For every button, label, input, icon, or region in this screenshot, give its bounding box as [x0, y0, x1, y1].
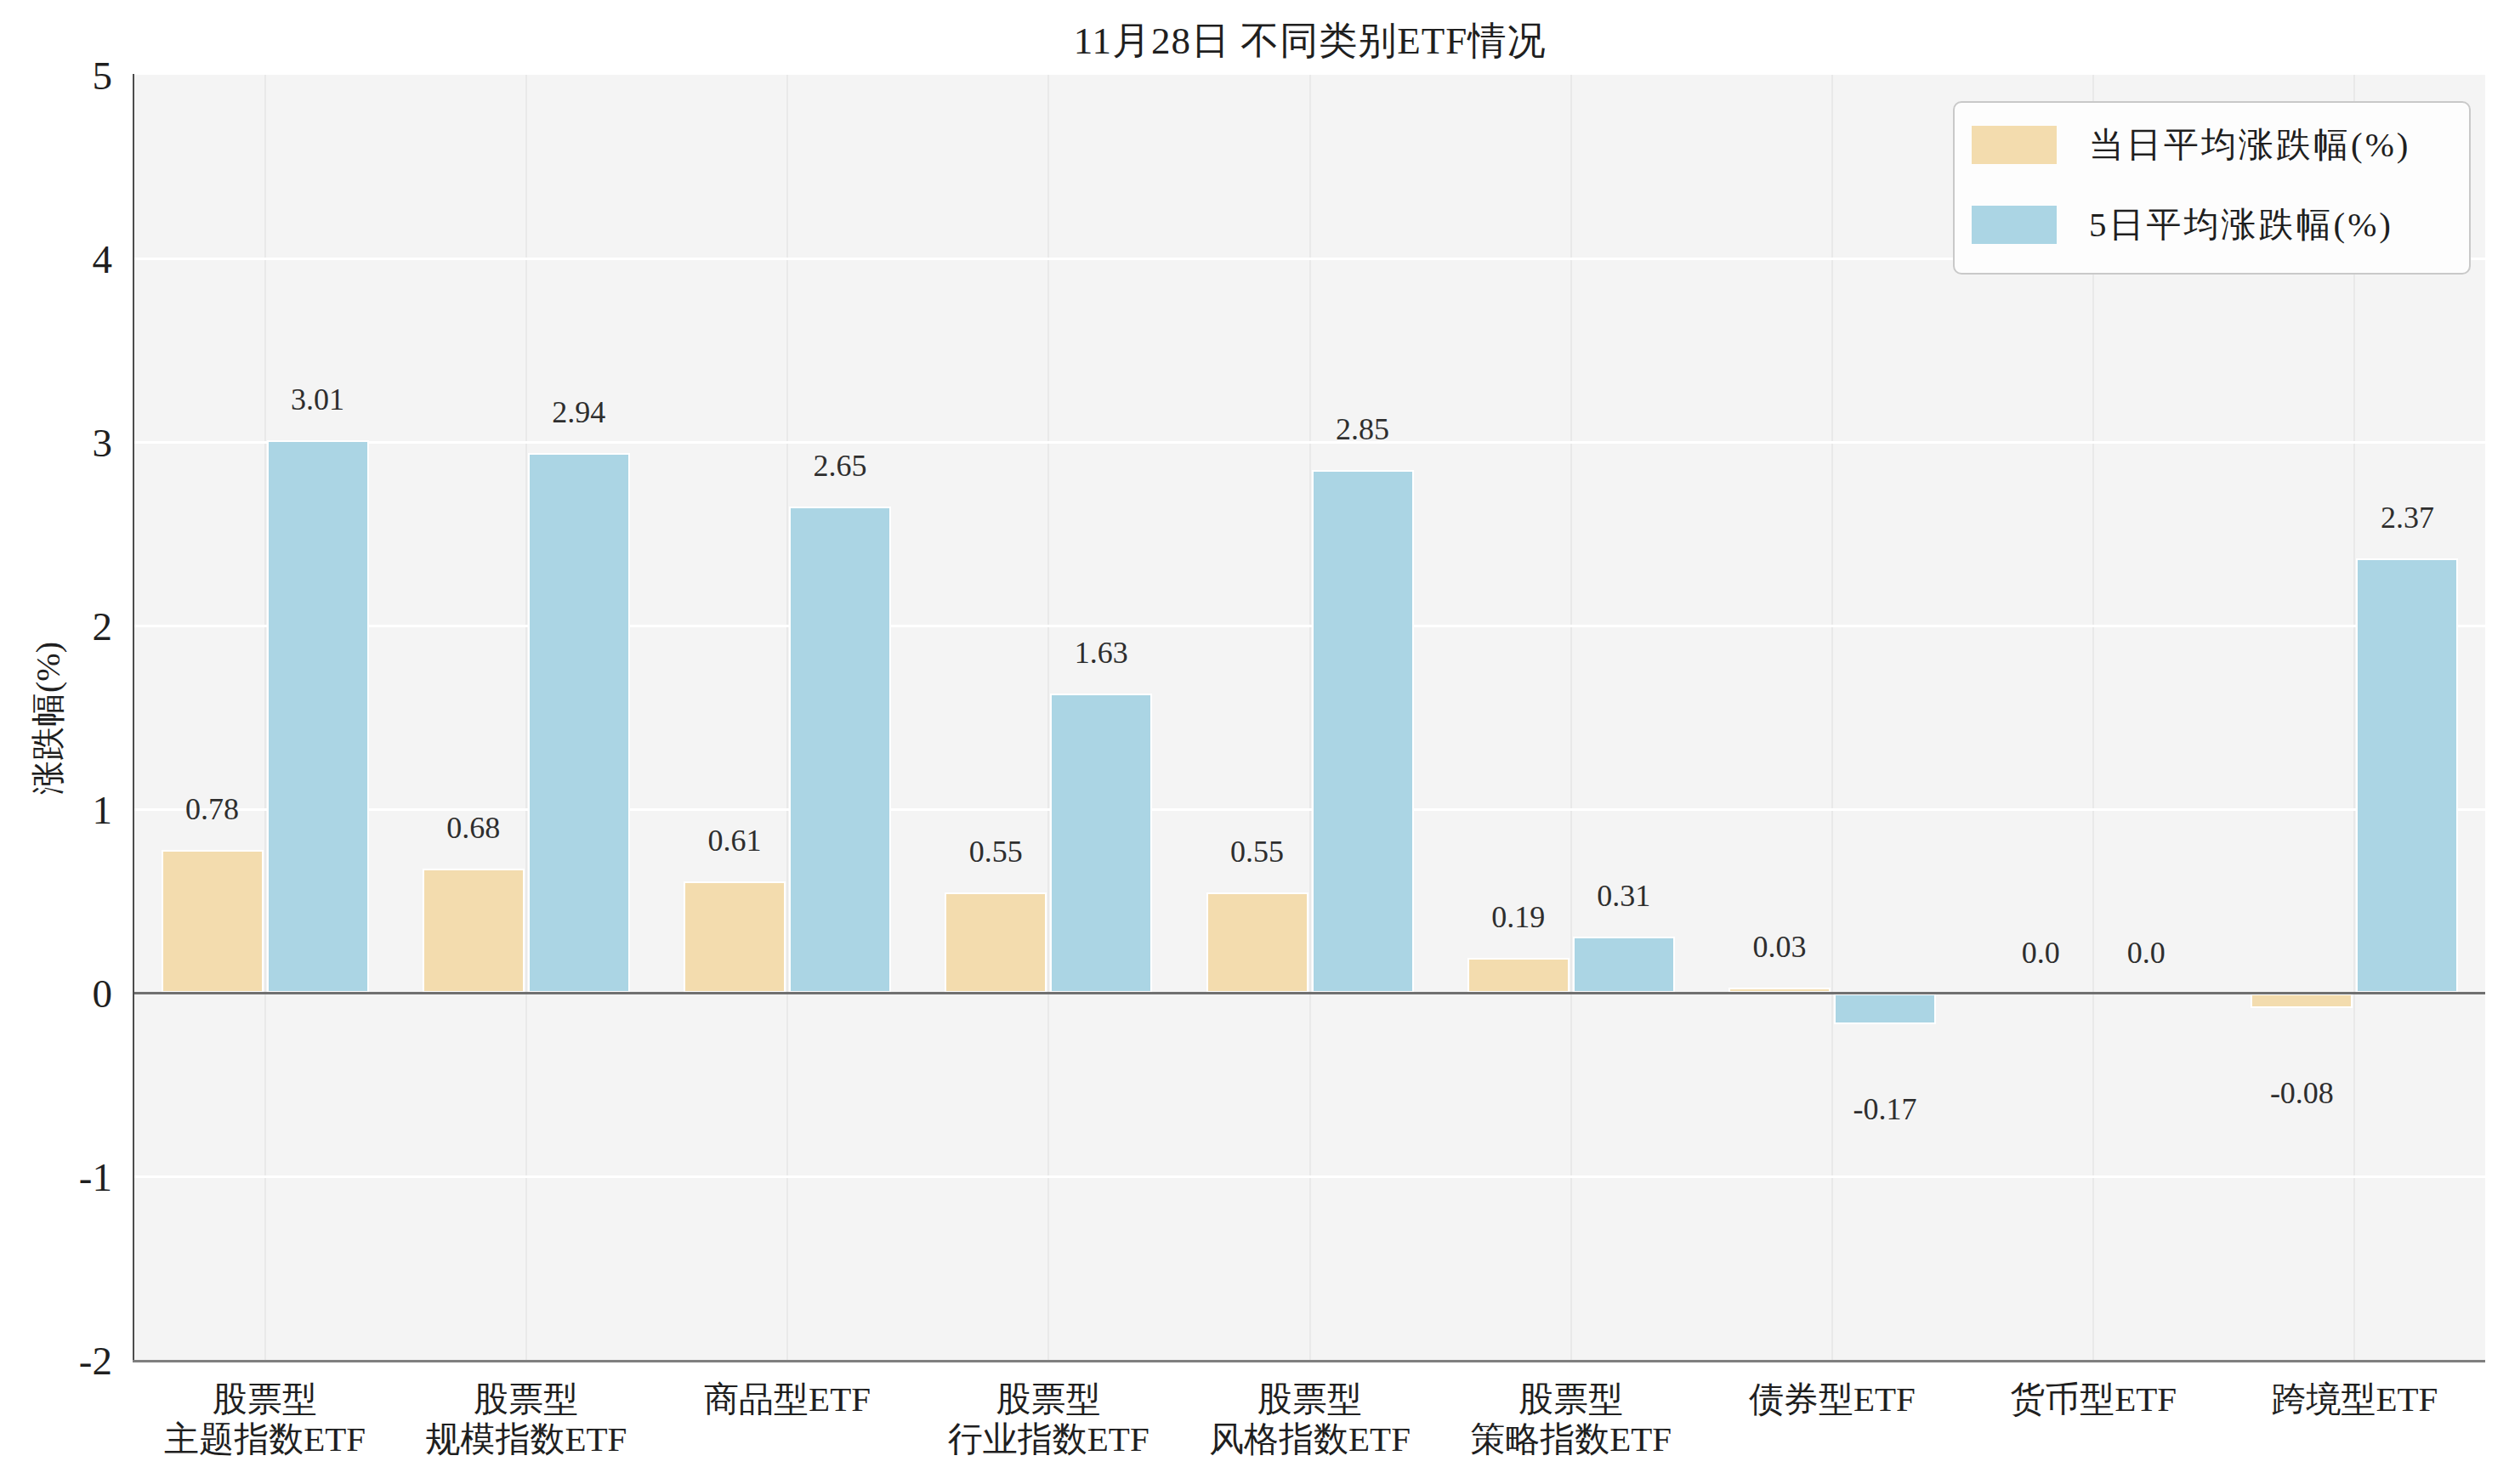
value-label: 2.85	[1336, 411, 1389, 447]
gridline-vertical	[1570, 75, 1572, 1360]
value-label: 1.63	[1075, 635, 1128, 671]
gridline-vertical	[786, 75, 788, 1360]
bar-series2	[1573, 937, 1675, 994]
value-label: -0.17	[1853, 1091, 1916, 1127]
gridline-vertical	[525, 75, 527, 1360]
bar-series1	[423, 869, 525, 994]
bar-series2	[2356, 558, 2458, 994]
bar-series1	[1206, 892, 1308, 994]
value-label: 0.31	[1597, 878, 1650, 914]
y-axis-label: 涨跌幅(%)	[25, 642, 71, 795]
value-label: 2.37	[2381, 500, 2434, 535]
gridline-vertical	[1831, 75, 1833, 1360]
value-label: 0.68	[446, 810, 500, 846]
value-label: 0.19	[1491, 899, 1545, 935]
value-label: -0.08	[2270, 1075, 2334, 1111]
gridline-horizontal	[134, 625, 2485, 627]
y-tick-label: 5	[0, 52, 112, 99]
legend-item-series1: 当日平均涨跌幅(%)	[1972, 125, 2410, 164]
legend-swatch-series2	[1972, 206, 2057, 244]
gridline-horizontal	[134, 441, 2485, 444]
value-label: 0.0	[2127, 935, 2166, 971]
value-label: 0.55	[1230, 834, 1284, 869]
chart-title: 11月28日 不同类别ETF情况	[134, 15, 2485, 66]
x-tick-label: 跨境型ETF	[2184, 1379, 2509, 1419]
etf-bar-chart: 11月28日 不同类别ETF情况 涨跌幅(%) 0.78 0.68 0.61 0.55…	[0, 0, 2509, 1484]
value-label: 0.0	[2022, 935, 2060, 971]
legend-item-series2: 5日平均涨跌幅(%)	[1972, 205, 2393, 244]
bar-series2	[1834, 994, 1936, 1025]
gridline-vertical	[264, 75, 266, 1360]
bar-series2	[528, 453, 630, 993]
legend-label-series2: 5日平均涨跌幅(%)	[2089, 201, 2393, 248]
y-tick-label: 0	[0, 970, 112, 1017]
bar-series2	[789, 507, 891, 993]
bar-series1	[162, 850, 264, 993]
value-label: 0.55	[969, 834, 1023, 869]
x-axis-line	[133, 1360, 2485, 1362]
y-tick-label: 3	[0, 419, 112, 467]
value-label: 2.65	[814, 448, 867, 484]
value-label: 3.01	[291, 382, 344, 417]
gridline-vertical	[1047, 75, 1049, 1360]
legend: 当日平均涨跌幅(%) 5日平均涨跌幅(%)	[1953, 101, 2471, 275]
bar-series2	[267, 440, 369, 993]
bar-series1	[945, 892, 1047, 994]
gridline-horizontal	[134, 1175, 2485, 1178]
bar-series1	[2251, 994, 2353, 1008]
legend-swatch-series1	[1972, 126, 2057, 164]
bar-series1	[1467, 958, 1570, 993]
value-label: 0.78	[185, 791, 239, 827]
value-label: 0.61	[708, 823, 762, 858]
y-tick-label: -1	[0, 1153, 112, 1201]
bar-series1	[684, 881, 786, 994]
y-tick-label: 1	[0, 786, 112, 834]
value-label: 2.94	[552, 394, 605, 430]
y-tick-label: -2	[0, 1337, 112, 1385]
y-axis-line	[133, 74, 134, 1362]
bar-series2	[1050, 694, 1152, 993]
y-tick-label: 4	[0, 235, 112, 283]
zero-line	[134, 992, 2485, 994]
value-label: 0.03	[1752, 929, 1806, 965]
gridline-vertical	[1309, 75, 1311, 1360]
legend-label-series1: 当日平均涨跌幅(%)	[2089, 122, 2410, 168]
bar-series2	[1312, 470, 1414, 994]
y-tick-label: 2	[0, 603, 112, 650]
